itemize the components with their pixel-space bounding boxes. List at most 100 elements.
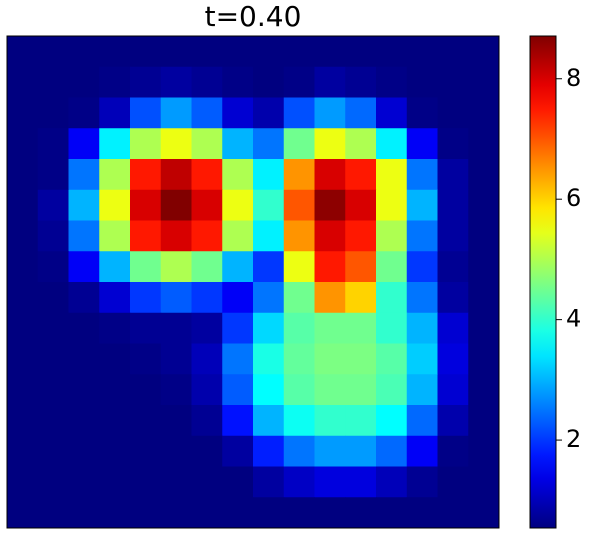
- heatmap-cell: [406, 282, 438, 314]
- heatmap-cell: [37, 189, 69, 221]
- heatmap-cell: [191, 251, 223, 283]
- heatmap-cell: [406, 405, 438, 437]
- heatmap-cell: [130, 220, 162, 252]
- heatmap-cell: [253, 220, 285, 252]
- heatmap-cell: [160, 220, 192, 252]
- heatmap-cell: [345, 159, 377, 191]
- heatmap-cell: [222, 159, 254, 191]
- heatmap-cell: [7, 466, 39, 498]
- heatmap-cell: [160, 466, 192, 498]
- heatmap-cell: [253, 189, 285, 221]
- heatmap-cell: [376, 405, 408, 437]
- heatmap-cell: [160, 66, 192, 98]
- heatmap-cell: [437, 466, 469, 498]
- heatmap-cell: [99, 374, 131, 406]
- heatmap-cell: [437, 128, 469, 160]
- heatmap-cell: [283, 66, 315, 98]
- heatmap-cell: [437, 220, 469, 252]
- heatmap-cell: [314, 66, 346, 98]
- heatmap-cell: [253, 159, 285, 191]
- heatmap-cell: [130, 466, 162, 498]
- heatmap-cell: [314, 36, 346, 68]
- heatmap-cell: [191, 312, 223, 344]
- heatmap-cell: [283, 97, 315, 129]
- heatmap-cell: [253, 466, 285, 498]
- heatmap-cell: [68, 497, 100, 529]
- heatmap-cell: [406, 66, 438, 98]
- heatmap-cell: [130, 251, 162, 283]
- heatmap-cell: [468, 466, 500, 498]
- heatmap-cell: [314, 97, 346, 129]
- heatmap-cell: [345, 97, 377, 129]
- heatmap-cell: [406, 466, 438, 498]
- heatmap-cell: [99, 66, 131, 98]
- heatmap-cell: [37, 36, 69, 68]
- heatmap-cell: [99, 97, 131, 129]
- heatmap-cell: [37, 220, 69, 252]
- heatmap-cell: [376, 374, 408, 406]
- heatmap-cell: [314, 343, 346, 375]
- heatmap-cell: [376, 36, 408, 68]
- heatmap-cell: [468, 36, 500, 68]
- heatmap-cell: [130, 66, 162, 98]
- heatmap-cell: [68, 282, 100, 314]
- heatmap-cell: [253, 36, 285, 68]
- heatmap-cell: [130, 159, 162, 191]
- heatmap-cell: [376, 97, 408, 129]
- heatmap-cell: [7, 36, 39, 68]
- heatmap-cell: [7, 128, 39, 160]
- heatmap-cell: [376, 159, 408, 191]
- heatmap-cell: [68, 251, 100, 283]
- heatmap-cell: [130, 128, 162, 160]
- heatmap-cell: [468, 497, 500, 529]
- colorbar-tick-label: 2: [566, 425, 581, 453]
- heatmap-cell: [406, 189, 438, 221]
- heatmap-cell: [191, 282, 223, 314]
- heatmap-cell: [222, 220, 254, 252]
- heatmap-cell: [437, 251, 469, 283]
- heatmap-cell: [222, 189, 254, 221]
- heatmap-cell: [345, 220, 377, 252]
- heatmap-cell: [253, 282, 285, 314]
- heatmap-cell: [37, 66, 69, 98]
- heatmap-cell: [130, 435, 162, 467]
- heatmap-cell: [468, 128, 500, 160]
- heatmap-cell: [130, 189, 162, 221]
- heatmap-cell: [160, 343, 192, 375]
- heatmap-cell: [160, 435, 192, 467]
- heatmap-cell: [68, 220, 100, 252]
- heatmap-cell: [345, 36, 377, 68]
- heatmap-cell: [191, 97, 223, 129]
- heatmap-cell: [376, 282, 408, 314]
- heatmap-cell: [406, 312, 438, 344]
- heatmap-cell: [68, 128, 100, 160]
- heatmap-cell: [406, 36, 438, 68]
- heatmap-cell: [37, 128, 69, 160]
- heatmap-cell: [314, 466, 346, 498]
- heatmap-cell: [222, 435, 254, 467]
- heatmap-cell: [191, 159, 223, 191]
- heatmap-cell: [468, 66, 500, 98]
- heatmap-cell: [376, 220, 408, 252]
- heatmap-cell: [191, 435, 223, 467]
- heatmap-cell: [191, 36, 223, 68]
- colorbar-tick-label: 6: [566, 184, 581, 212]
- heatmap-cell: [314, 312, 346, 344]
- heatmap-cell: [345, 189, 377, 221]
- heatmap-cell: [406, 374, 438, 406]
- heatmap-cell: [99, 220, 131, 252]
- heatmap-cell: [7, 435, 39, 467]
- heatmap-cell: [283, 189, 315, 221]
- heatmap-cell: [468, 343, 500, 375]
- heatmap-cell: [283, 128, 315, 160]
- heatmap-cell: [160, 128, 192, 160]
- heatmap-cell: [160, 374, 192, 406]
- colorbar-tick-label: 4: [566, 305, 581, 333]
- heatmap-cell: [437, 497, 469, 529]
- heatmap-cell: [160, 159, 192, 191]
- heatmap-cell: [99, 251, 131, 283]
- heatmap-cell: [376, 343, 408, 375]
- heatmap-cell: [222, 66, 254, 98]
- heatmap-cell: [7, 97, 39, 129]
- heatmap-cell: [222, 36, 254, 68]
